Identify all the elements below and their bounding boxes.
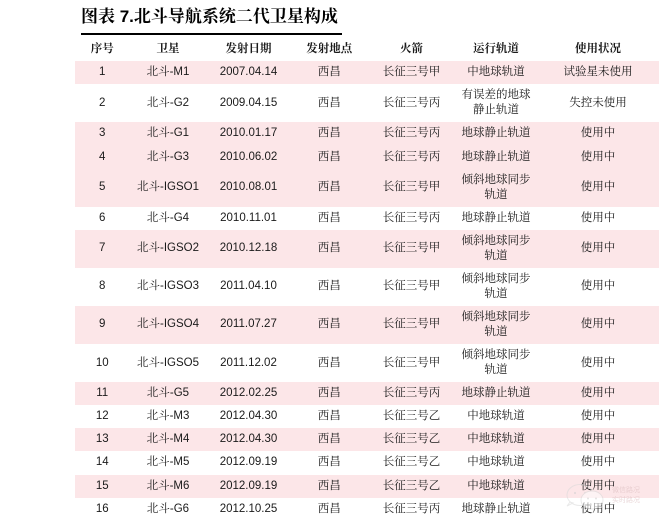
svg-text:实时路况: 实时路况	[612, 495, 640, 504]
svg-text:微信路况: 微信路况	[612, 485, 640, 494]
